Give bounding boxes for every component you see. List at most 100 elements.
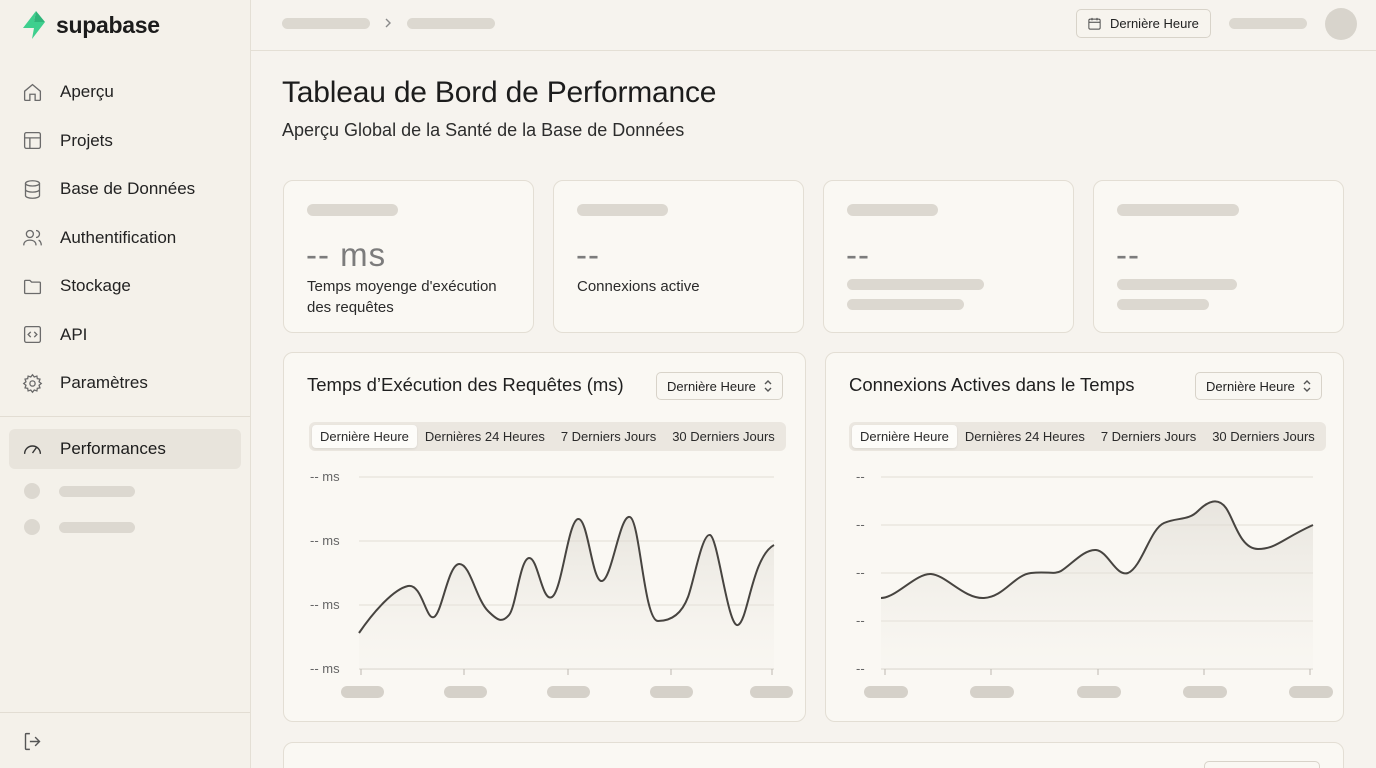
bottom-card (283, 742, 1344, 768)
skeleton-bar (307, 204, 398, 216)
logout-icon (24, 732, 41, 751)
logout-button[interactable] (22, 731, 43, 752)
avatar[interactable] (1325, 8, 1357, 40)
stat-card-query-time: -- ms Temps moyenge d'exécution des requ… (283, 180, 534, 333)
gear-icon (22, 373, 43, 394)
sidebar-item-label: API (60, 324, 88, 344)
y-tick-label: -- (856, 469, 865, 484)
chart-title: Temps d’Exécution des Requêtes (ms) (307, 374, 624, 395)
user-name-skeleton (1229, 18, 1307, 29)
stat-label: Temps moyenge d'exécution des requêtes (307, 278, 497, 316)
y-tick-label: -- (856, 517, 865, 532)
y-tick-label: -- ms (310, 469, 340, 484)
connections-chart: -- -- -- -- -- (856, 469, 1333, 698)
stat-card-placeholder: -- (823, 180, 1074, 333)
sidebar-skeleton-item (24, 519, 135, 535)
skeleton-bar (59, 485, 135, 497)
breadcrumb-skeleton (407, 18, 495, 29)
stat-value: -- (576, 236, 600, 273)
skeleton-dot (24, 519, 40, 535)
time-range-label: Dernière Heure (1110, 16, 1199, 31)
chevron-up-down-icon (1303, 380, 1311, 392)
brand[interactable]: supabase (20, 10, 160, 40)
skeleton-bar (577, 204, 668, 216)
connections-chart-card: Connexions Actives dans le Temps Dernièr… (825, 352, 1344, 722)
breadcrumb-skeleton (282, 18, 370, 29)
chevron-right-icon (385, 18, 391, 28)
x-ticks (360, 669, 773, 675)
database-icon (24, 179, 41, 199)
skeleton-bar (1117, 204, 1239, 216)
home-icon (23, 83, 42, 101)
sidebar-item-base-de-donnees[interactable]: Base de Données (0, 165, 250, 214)
skeleton-bar (847, 279, 984, 290)
brand-name: supabase (56, 11, 160, 38)
page-subtitle: Aperçu Global de la Santé de la Base de … (282, 120, 685, 140)
x-axis-label-skeletons (864, 686, 1333, 698)
x-ticks (884, 669, 1311, 675)
supabase-logo-icon (23, 11, 45, 39)
connections-area (881, 501, 1313, 669)
code-icon (23, 326, 42, 344)
tab-30-derniers-jours[interactable]: 30 Derniers Jours (1212, 429, 1315, 444)
y-tick-label: -- ms (310, 533, 340, 548)
tab-30-derniers-jours[interactable]: 30 Derniers Jours (672, 429, 775, 444)
sidebar-item-label: Paramètres (60, 373, 148, 393)
tab-dernieres-24-heures[interactable]: Dernières 24 Heures (424, 429, 545, 444)
sidebar-item-stockage[interactable]: Stockage (0, 262, 250, 311)
sidebar: supabase Aperçu Projets Base de Données … (0, 0, 251, 768)
skeleton-bar (1117, 279, 1237, 290)
y-tick-label: -- (856, 613, 865, 628)
tab-7-derniers-jours[interactable]: 7 Derniers Jours (560, 429, 657, 444)
stat-card-connections: -- Connexions active (553, 180, 804, 333)
sidebar-item-api[interactable]: API (0, 311, 250, 360)
users-icon (23, 230, 42, 246)
range-select-value: Dernière Heure (667, 378, 756, 394)
range-select[interactable]: Dernière Heure (1195, 372, 1322, 400)
sidebar-item-label: Performances (60, 439, 166, 458)
stat-card-placeholder: -- (1093, 180, 1344, 333)
range-tabs: Dernière Heure Dernières 24 Heures 7 Der… (849, 422, 1326, 451)
sidebar-item-projets[interactable]: Projets (0, 117, 250, 166)
sidebar-item-parametres[interactable]: Paramètres (0, 359, 250, 408)
range-tabs: Dernière Heure Dernières 24 Heures 7 Der… (309, 422, 786, 451)
query-time-chart: -- ms -- ms -- ms -- ms (310, 469, 793, 698)
time-range-button[interactable]: Dernière Heure (1076, 9, 1211, 38)
sidebar-item-label: Projets (60, 130, 113, 150)
calendar-icon (1088, 17, 1101, 30)
sidebar-item-label: Authentification (60, 227, 177, 247)
sidebar-item-authentification[interactable]: Authentification (0, 214, 250, 263)
sidebar-item-label: Stockage (60, 276, 131, 296)
page-title: Tableau de Bord de Performance (282, 76, 717, 109)
sidebar-item-label: Base de Données (60, 179, 196, 199)
stat-label: Connexions active (577, 278, 700, 295)
range-select[interactable]: Dernière Heure (656, 372, 783, 400)
stat-value: -- (846, 236, 870, 273)
sidebar-item-apercu[interactable]: Aperçu (0, 68, 250, 117)
skeleton-bar (847, 204, 938, 216)
tab-derniere-heure[interactable]: Dernière Heure (312, 425, 417, 448)
sidebar-item-performances[interactable]: Performances (9, 429, 241, 469)
sidebar-item-label: Aperçu (60, 82, 114, 102)
folder-icon (23, 279, 42, 294)
tab-dernieres-24-heures[interactable]: Dernières 24 Heures (964, 429, 1085, 444)
layout-icon (23, 132, 42, 150)
tab-derniere-heure[interactable]: Dernière Heure (852, 425, 957, 448)
bottom-card-control[interactable] (1204, 761, 1320, 768)
y-tick-label: -- (856, 565, 865, 580)
tab-7-derniers-jours[interactable]: 7 Derniers Jours (1100, 429, 1197, 444)
sidebar-footer-divider (0, 712, 250, 713)
chevron-up-down-icon (764, 380, 772, 392)
range-select-value: Dernière Heure (1206, 378, 1295, 394)
y-tick-label: -- (856, 661, 865, 676)
sidebar-nav: Aperçu Projets Base de Données Authentif… (0, 68, 250, 408)
query-time-line (358, 516, 775, 634)
connections-line (880, 500, 1314, 600)
y-tick-label: -- ms (310, 661, 340, 676)
skeleton-bar (59, 521, 135, 533)
sidebar-skeleton-item (24, 483, 135, 499)
stat-value: -- (1116, 236, 1140, 273)
topbar: Dernière Heure (251, 0, 1376, 51)
skeleton-bar (1117, 299, 1209, 310)
chart-title: Connexions Actives dans le Temps (849, 374, 1135, 395)
